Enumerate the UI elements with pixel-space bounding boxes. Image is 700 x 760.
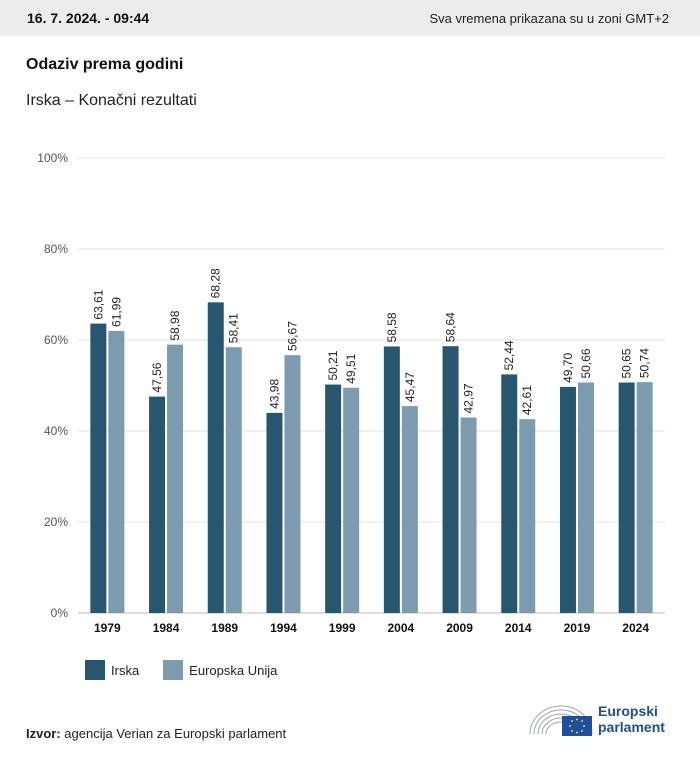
x-tick-label: 2019 (564, 621, 591, 635)
x-tick-label: 1984 (153, 621, 180, 635)
bar (442, 346, 459, 613)
source-text: agencija Verian za Europski parlament (64, 726, 287, 741)
data-label: 63,61 (91, 289, 105, 319)
bar (207, 302, 224, 613)
bar (90, 323, 107, 613)
data-label: 52,44 (502, 340, 516, 370)
data-label: 42,61 (520, 385, 534, 415)
data-label: 47,56 (150, 362, 164, 392)
legend-item-eu[interactable]: Europska Unija (163, 660, 277, 680)
legend-label-irska: Irska (111, 662, 140, 678)
x-tick-label: 1994 (270, 621, 297, 635)
legend-label-eu: Europska Unija (189, 662, 278, 678)
data-label: 56,67 (285, 321, 299, 351)
bar (559, 386, 576, 613)
data-label: 68,28 (209, 268, 223, 298)
logo-line-2: parlament (598, 719, 665, 735)
bar (401, 406, 418, 613)
chart-legend: Irska Europska Unija (85, 660, 301, 680)
legend-item-irska[interactable]: Irska (85, 660, 139, 680)
y-tick-label: 60% (44, 333, 68, 347)
bar (284, 355, 301, 613)
legend-swatch-irska (85, 660, 105, 680)
logo-line-1: Europski (598, 703, 658, 719)
x-tick-label: 1989 (211, 621, 238, 635)
bar (383, 346, 400, 613)
data-label: 50,21 (326, 350, 340, 380)
y-tick-label: 100% (37, 151, 68, 165)
x-tick-label: 2024 (622, 621, 649, 635)
datetime-label: 16. 7. 2024. - 09:44 (27, 10, 150, 26)
x-tick-label: 2009 (446, 621, 473, 635)
bar (167, 344, 184, 613)
bar (618, 382, 635, 613)
bar (149, 396, 166, 613)
source-label: Izvor: (26, 726, 61, 741)
data-label: 42,97 (462, 383, 476, 413)
source-note: Izvor: agencija Verian za Europski parla… (26, 726, 286, 741)
bar (266, 412, 283, 613)
bar (108, 330, 125, 613)
bar (343, 387, 360, 613)
bar-chart: 0% 20% 40% 60% 80% 100% 63,61 61,99 1979 47,56 58,… (37, 151, 665, 635)
chart-title: Odaziv prema godini (26, 56, 184, 73)
european-parliament-logo: Europski parlament (528, 700, 665, 738)
bar (501, 374, 518, 613)
legend-swatch-eu (163, 660, 184, 680)
bar (519, 419, 536, 613)
data-label: 49,70 (561, 353, 575, 383)
data-label: 50,66 (579, 348, 593, 378)
data-label: 58,58 (385, 312, 399, 342)
bar (636, 382, 653, 613)
bar (577, 382, 594, 613)
x-tick-label: 2004 (387, 621, 414, 635)
data-label: 58,64 (444, 312, 458, 342)
timezone-note: Sva vremena prikazana su u zoni GMT+2 (429, 10, 669, 26)
data-label: 58,98 (168, 310, 182, 340)
x-tick-label: 2014 (505, 621, 532, 635)
data-label: 50,74 (638, 348, 652, 378)
bar (325, 384, 342, 613)
bar (225, 347, 242, 613)
hemicycle-icon (529, 705, 593, 736)
data-label: 58,41 (227, 313, 241, 343)
x-tick-label: 1979 (94, 621, 121, 635)
chart-subtitle: Irska – Konačni rezultati (26, 92, 197, 109)
bar (460, 417, 477, 613)
y-tick-label: 40% (44, 424, 68, 438)
y-tick-label: 0% (51, 606, 69, 620)
data-label: 50,65 (620, 348, 634, 378)
x-tick-label: 1999 (329, 621, 356, 635)
top-bar: 16. 7. 2024. - 09:44 Sva vremena prikaza… (0, 0, 700, 36)
data-label: 45,47 (403, 372, 417, 402)
data-label: 49,51 (344, 353, 358, 383)
y-tick-label: 20% (44, 515, 68, 529)
data-label: 43,98 (267, 379, 281, 409)
data-label: 61,99 (109, 297, 123, 327)
y-tick-label: 80% (44, 242, 68, 256)
